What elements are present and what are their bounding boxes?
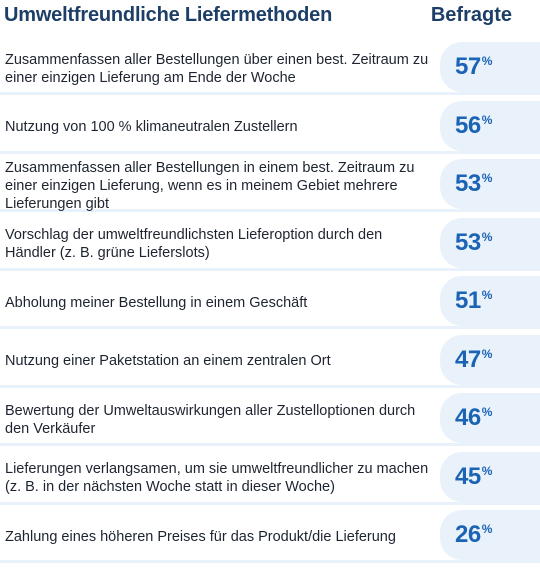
value-number: 53	[455, 228, 481, 256]
value-number: 46	[455, 404, 481, 431]
row-divider-band	[0, 267, 540, 271]
value-tab	[440, 334, 540, 385]
percent-sign: %	[481, 346, 493, 361]
value-tab	[440, 510, 540, 560]
percent-sign: %	[481, 112, 493, 127]
percent-sign: %	[481, 463, 493, 478]
row-divider-band	[0, 326, 540, 329]
row-label: Vorschlag der umweltfreundlichsten Liefe…	[5, 227, 383, 261]
row-value: 26%	[455, 510, 492, 560]
row-label: Abholung meiner Bestellung in einem Gesc…	[5, 294, 308, 311]
value-number: 51	[455, 287, 481, 314]
row-value: 45%	[455, 452, 492, 502]
value-number: 56	[455, 111, 481, 139]
value-number: 47	[455, 345, 481, 373]
table-row: Bewertung der Umweltauswirkungen aller Z…	[0, 393, 540, 446]
value-column-header: Befragte	[430, 4, 512, 26]
value-tab	[440, 159, 540, 209]
percent-sign: %	[481, 229, 493, 244]
table-row: Zusammenfassen aller Bestellungen in ein…	[0, 159, 540, 212]
chart-header: Umweltfreundliche Liefermethoden Befragt…	[0, 0, 540, 30]
row-value: 56%	[455, 101, 492, 151]
table-row: Vorschlag der umweltfreundlichsten Liefe…	[0, 217, 540, 271]
percent-sign: %	[481, 54, 493, 68]
value-tab	[440, 100, 540, 151]
row-divider-band	[0, 150, 540, 154]
row-value: 47%	[455, 335, 492, 385]
row-divider-band	[0, 209, 540, 212]
value-number: 26	[455, 521, 481, 548]
row-label: Zusammenfassen aller Bestellungen in ein…	[5, 159, 415, 212]
value-tab	[440, 42, 540, 92]
value-number: 57	[455, 53, 481, 80]
row-divider-band	[0, 501, 540, 505]
row-label: Nutzung von 100 % klimaneutralen Zustell…	[5, 119, 298, 135]
value-tab	[440, 217, 540, 268]
percent-sign: %	[481, 405, 493, 419]
value-tab	[440, 451, 540, 502]
value-number: 53	[455, 170, 481, 197]
row-value: 53%	[455, 218, 492, 268]
chart-title: Umweltfreundliche Liefermethoden	[4, 4, 333, 26]
row-divider-band	[0, 443, 540, 446]
table-row: Nutzung von 100 % klimaneutralen Zustell…	[0, 100, 540, 154]
row-value: 53%	[455, 159, 492, 209]
percent-sign: %	[481, 522, 493, 536]
table-row: Abholung meiner Bestellung in einem Gesc…	[0, 276, 540, 329]
row-label: Zahlung eines höheren Preises für das Pr…	[5, 528, 396, 545]
table-row: Zahlung eines höheren Preises für das Pr…	[0, 510, 540, 563]
percent-sign: %	[481, 171, 493, 185]
row-label: Bewertung der Umweltauswirkungen aller Z…	[5, 402, 416, 437]
value-tab	[440, 393, 540, 443]
percent-sign: %	[481, 288, 493, 302]
table-row: Nutzung einer Paketstation an einem zent…	[0, 334, 540, 388]
row-label: Lieferungen verlangsamen, um sie umweltf…	[5, 461, 429, 495]
value-tab	[440, 276, 540, 326]
row-label: Zusammenfassen aller Bestellungen über e…	[5, 51, 429, 86]
table-row: Lieferungen verlangsamen, um sie umweltf…	[0, 451, 540, 505]
row-divider-band	[0, 560, 540, 563]
row-divider-band	[0, 384, 540, 388]
table-row: Zusammenfassen aller Bestellungen über e…	[0, 42, 540, 95]
row-value: 57%	[455, 42, 492, 92]
row-divider-band	[0, 92, 540, 95]
value-number: 45	[455, 462, 481, 490]
row-value: 51%	[455, 276, 492, 326]
row-label: Nutzung einer Paketstation an einem zent…	[5, 353, 331, 369]
row-value: 46%	[455, 393, 492, 443]
